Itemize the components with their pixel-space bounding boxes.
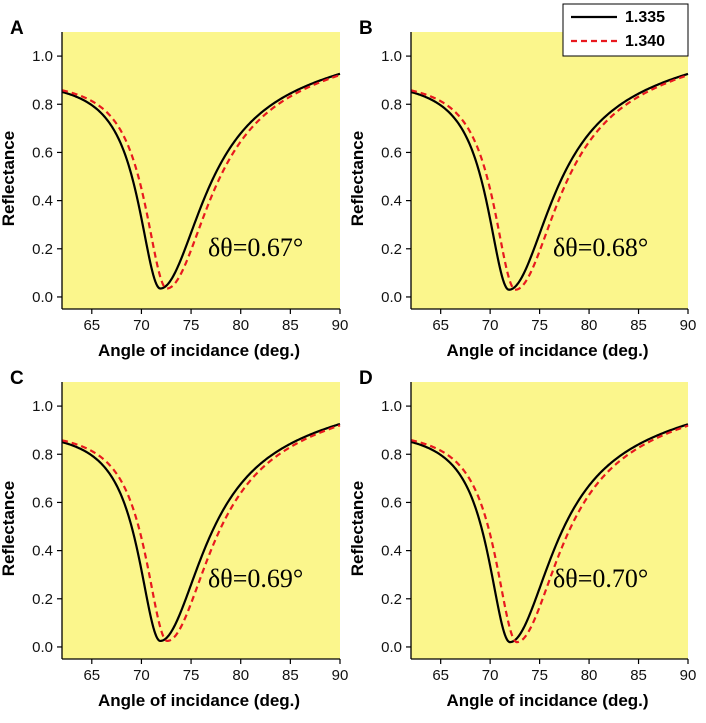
delta-theta-annotation: δθ=0.70° [553,564,648,593]
delta-theta-annotation: δθ=0.69° [208,564,303,593]
y-tick-label: 1.0 [381,398,402,415]
y-tick-label: 1.0 [32,398,53,415]
y-tick-label: 0.0 [381,289,402,306]
x-tick-label: 70 [133,317,150,334]
x-tick-label: 85 [630,667,647,684]
panel-label-d: D [359,368,373,389]
panel-b: 65 70 75 80 85 90 0.0 0.2 0.4 0.6 0.8 1.0 B Reflect… [348,18,696,360]
panel-d: 65 70 75 80 85 90 0.0 0.2 0.4 0.6 0.8 1.0 D Reflect… [348,368,696,710]
curve-group [61,72,341,290]
y-tick-label: 0.4 [381,543,402,560]
x-tick-label: 80 [232,667,249,684]
legend: 1.335 1.340 [562,3,689,57]
y-tick-label: 0.6 [381,144,402,161]
x-tick-label: 65 [432,667,449,684]
x-tick-label: 90 [332,317,349,334]
panel-a: 65 70 75 80 85 90 0.0 0.2 0.4 0.6 0.8 1.0 A Reflect… [0,18,348,360]
y-tick-label: 0.4 [32,543,53,560]
y-tick-label: 0.2 [32,241,53,258]
y-axis-title: Reflectance [0,481,18,576]
x-tick-label: 75 [531,667,548,684]
curve-n1335-solid [410,423,689,644]
curve-n1340-dashed [410,74,689,291]
x-axis-title: Angle of incidance (deg.) [446,691,648,710]
plot-area [62,32,340,309]
curve-group [410,72,689,291]
y-tick-label: 0.8 [381,446,402,463]
curve-n1340-dashed [61,424,341,643]
y-tick-label: 0.6 [32,494,53,511]
y-tick-label: 0.6 [32,144,53,161]
curve-n1335-solid [410,72,689,291]
y-tick-label: 1.0 [32,48,53,65]
curve-n1335-solid [61,422,341,643]
x-tick-label: 90 [680,667,697,684]
x-tick-label: 90 [680,317,697,334]
x-tick-label: 90 [332,667,349,684]
y-tick-label: 0.8 [381,96,402,113]
curve-group [410,423,689,644]
y-tick-label: 0.2 [381,591,402,608]
y-tick-label: 0.4 [381,193,402,210]
panel-c: 65 70 75 80 85 90 0.0 0.2 0.4 0.6 0.8 1.0 C Reflect… [0,368,348,710]
y-tick-label: 0.8 [32,96,53,113]
x-tick-label: 80 [581,317,598,334]
y-tick-label: 0.2 [381,241,402,258]
plot-area [411,382,688,659]
x-tick-label: 70 [133,667,150,684]
x-tick-label: 85 [630,317,647,334]
y-tick-label: 0.4 [32,193,53,210]
curve-group [61,422,341,643]
curve-n1335-solid [61,72,341,290]
x-axis-title: Angle of incidance (deg.) [98,691,300,710]
x-tick-label: 65 [83,317,100,334]
panel-label-a: A [10,18,24,39]
delta-theta-annotation: δθ=0.67° [208,233,303,262]
curve-n1340-dashed [410,424,689,644]
y-tick-label: 0.0 [32,289,53,306]
x-tick-label: 85 [282,667,299,684]
axes-group: 65 70 75 80 85 90 0.0 0.2 0.4 0.6 0.8 1.0 [381,382,696,684]
y-tick-label: 0.6 [381,494,402,511]
y-axis-title: Reflectance [0,131,18,226]
y-tick-label: 0.0 [32,639,53,656]
x-tick-label: 75 [531,317,548,334]
panel-label-b: B [359,18,373,39]
legend-label-1335: 1.335 [625,9,665,26]
axes-group: 65 70 75 80 85 90 0.0 0.2 0.4 0.6 0.8 1.0 [32,382,348,684]
plot-area [62,382,340,659]
x-tick-label: 70 [482,317,499,334]
y-tick-label: 0.0 [381,639,402,656]
y-tick-label: 0.2 [32,591,53,608]
x-tick-label: 70 [482,667,499,684]
x-tick-label: 65 [432,317,449,334]
y-axis-title: Reflectance [348,481,367,576]
x-tick-label: 80 [232,317,249,334]
curve-n1340-dashed [61,73,341,290]
x-axis-title: Angle of incidance (deg.) [446,341,648,360]
legend-box [562,3,689,57]
plot-area [411,32,688,309]
x-axis-title: Angle of incidance (deg.) [98,341,300,360]
axes-group: 65 70 75 80 85 90 0.0 0.2 0.4 0.6 0.8 1.0 [32,32,348,334]
legend-label-1340: 1.340 [625,33,665,50]
x-tick-label: 85 [282,317,299,334]
x-tick-label: 75 [183,667,200,684]
y-tick-label: 0.8 [32,446,53,463]
x-tick-label: 65 [83,667,100,684]
x-tick-label: 75 [183,317,200,334]
y-tick-label: 1.0 [381,48,402,65]
panel-label-c: C [10,368,24,389]
y-axis-title: Reflectance [348,131,367,226]
axes-group: 65 70 75 80 85 90 0.0 0.2 0.4 0.6 0.8 1.0 [381,32,696,334]
delta-theta-annotation: δθ=0.68° [553,233,648,262]
x-tick-label: 80 [581,667,598,684]
